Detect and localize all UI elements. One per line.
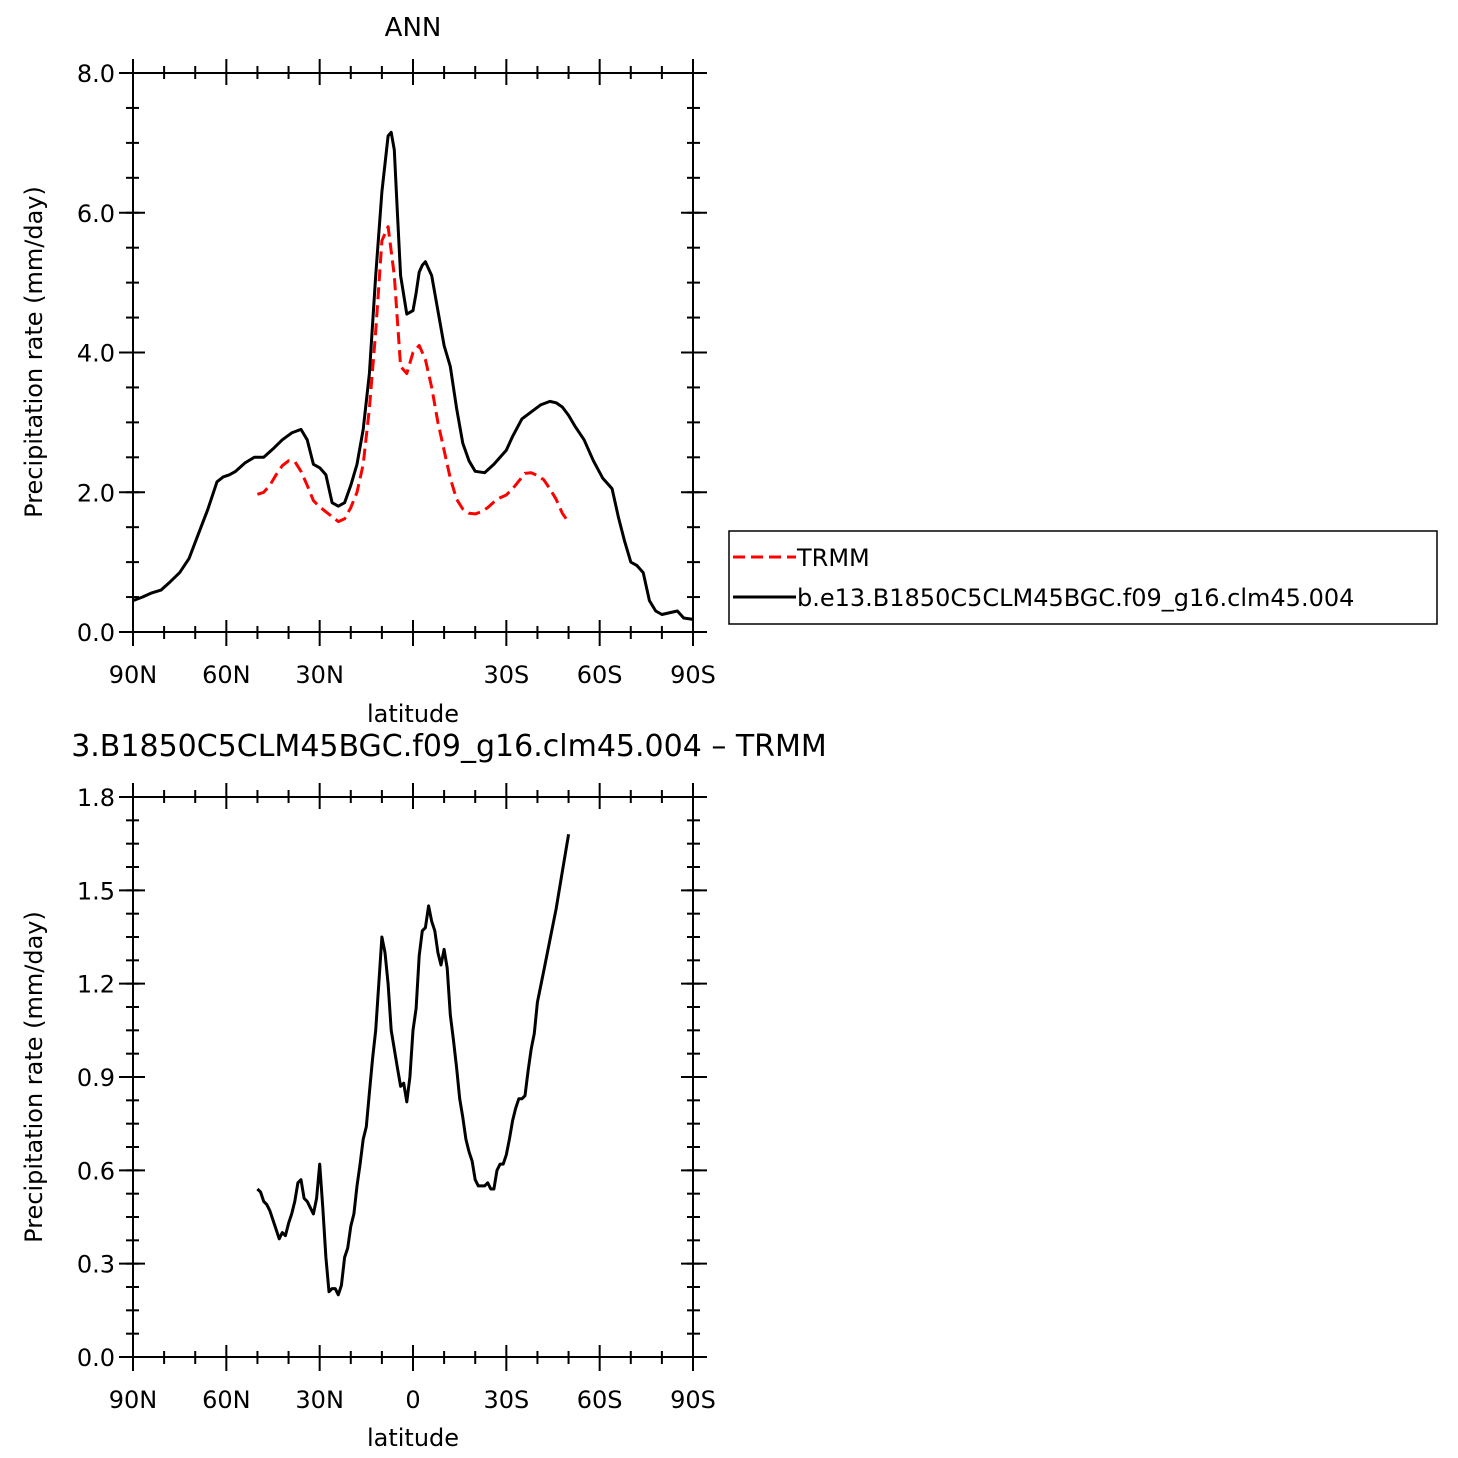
x-tick-label: 0 bbox=[405, 1386, 420, 1414]
top-chart-title: ANN bbox=[385, 13, 442, 43]
y-tick-label: 0.3 bbox=[77, 1251, 115, 1279]
y-tick-label: 1.2 bbox=[77, 971, 115, 999]
series-line-b-e13-b1850c5clm45bgc-f09-g16-clm45-004 bbox=[132, 130, 694, 621]
bottom-chart-panel: 3.B1850C5CLM45BGC.f09_g16.clm45.004 – TR… bbox=[20, 729, 827, 1452]
top-series-group bbox=[132, 130, 694, 621]
bottom-series-group bbox=[256, 834, 571, 1297]
y-tick-label: 0.6 bbox=[77, 1157, 115, 1185]
top-chart-legend: TRMM b.e13.B1850C5CLM45BGC.f09_g16.clm45… bbox=[728, 530, 1438, 625]
x-tick-label: 60S bbox=[577, 661, 623, 689]
bottom-plot-frame bbox=[132, 796, 694, 1358]
series-line-difference bbox=[256, 834, 571, 1297]
x-tick-label: 30S bbox=[483, 661, 529, 689]
x-tick-label: 60N bbox=[202, 1386, 251, 1414]
y-tick-label: 6.0 bbox=[77, 200, 115, 228]
x-tick-label: 60N bbox=[202, 661, 251, 689]
top-x-axis-label: latitude bbox=[367, 700, 459, 728]
top-axis-ticks: 0.0 2.0 4.0 6.0 8.0 90N 60N 30N 30S 60S 90S bbox=[77, 59, 716, 689]
x-tick-label: 90S bbox=[670, 1386, 716, 1414]
x-tick-label: 30S bbox=[483, 1386, 529, 1414]
legend-label-trmm: TRMM bbox=[796, 544, 870, 572]
series-line-trmm bbox=[256, 225, 570, 524]
y-tick-label: 8.0 bbox=[77, 60, 115, 88]
y-tick-label: 1.5 bbox=[77, 877, 115, 905]
y-tick-label: 0.0 bbox=[77, 619, 115, 647]
x-tick-label: 90S bbox=[670, 661, 716, 689]
bottom-y-axis-label: Precipitation rate (mm/day) bbox=[20, 911, 48, 1243]
y-tick-label: 4.0 bbox=[77, 340, 115, 368]
x-tick-label: 30N bbox=[295, 661, 344, 689]
legend-label-model: b.e13.B1850C5CLM45BGC.f09_g16.clm45.004 bbox=[797, 584, 1354, 612]
y-tick-label: 2.0 bbox=[77, 479, 115, 507]
y-tick-label: 0.0 bbox=[77, 1344, 115, 1372]
y-tick-label: 1.8 bbox=[77, 784, 115, 812]
x-tick-label: 30N bbox=[295, 1386, 344, 1414]
bottom-axis-ticks: 0.0 0.3 0.6 0.9 1.2 1.5 1.8 90N 60N 30N 0 30S 60S 90S bbox=[77, 783, 716, 1414]
top-chart-panel: ANN 0.0 2.0 4.0 6.0 8.0 90N 60N 30N 30S 60S 90S Pr… bbox=[20, 13, 1438, 728]
bottom-chart-title: 3.B1850C5CLM45BGC.f09_g16.clm45.004 – TR… bbox=[71, 729, 827, 764]
legend-box bbox=[728, 530, 1438, 625]
x-tick-label: 90N bbox=[109, 1386, 158, 1414]
x-tick-label: 60S bbox=[577, 1386, 623, 1414]
bottom-x-axis-label: latitude bbox=[367, 1424, 459, 1452]
y-tick-label: 0.9 bbox=[77, 1064, 115, 1092]
x-tick-label: 90N bbox=[109, 661, 158, 689]
top-y-axis-label: Precipitation rate (mm/day) bbox=[20, 186, 48, 518]
